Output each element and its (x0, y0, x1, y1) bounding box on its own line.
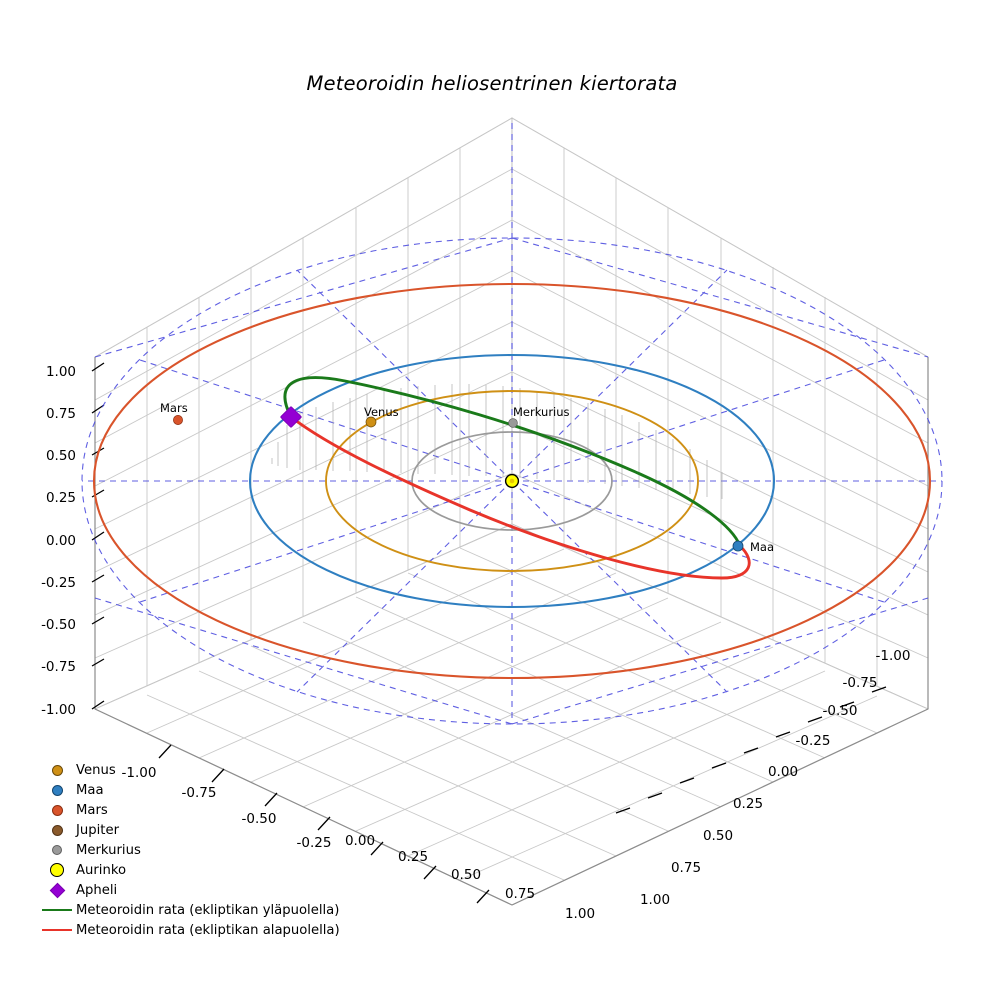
z-tick: 0.00 (46, 533, 76, 549)
legend-item-merkurius[interactable]: Merkurius (38, 840, 358, 860)
orbit-maa (248, 353, 776, 609)
maa-marker-icon (38, 780, 76, 800)
marker-mars (173, 415, 183, 425)
legend-label: Merkurius (76, 842, 141, 858)
merkurius-marker-icon (38, 840, 76, 860)
z-tick: -0.25 (41, 575, 76, 591)
legend-item-venus[interactable]: Venus (38, 760, 358, 780)
z-tick: 0.75 (46, 406, 76, 422)
y-tick: 0.00 (768, 764, 798, 780)
meteoroid-path-below (289, 415, 751, 580)
x-tick: -1.00 (122, 765, 157, 781)
legend-label: Maa (76, 782, 104, 798)
legend-label: Apheli (76, 882, 118, 898)
y-tick: 0.25 (733, 796, 763, 812)
legend-item-meteoroid-below[interactable]: Meteoroidin rata (ekliptikan alapuolella… (38, 920, 358, 940)
marker-aurinko-core (509, 478, 515, 484)
z-tick: 0.50 (46, 448, 76, 464)
y-tick: 1.00 (640, 892, 670, 908)
z-tick: -0.75 (41, 659, 76, 675)
x-tick: -0.75 (182, 785, 217, 801)
legend-label: Meteoroidin rata (ekliptikan alapuolella… (76, 922, 340, 938)
planet-orbits (92, 282, 932, 680)
x-tick: 1.00 (565, 906, 595, 922)
x-tick: 0.50 (451, 867, 481, 883)
label-merkurius: Merkurius (513, 405, 570, 419)
legend-item-mars[interactable]: Mars (38, 800, 358, 820)
axis-spines (94, 357, 929, 906)
tick-marks (91, 362, 887, 904)
aurinko-marker-icon (38, 860, 76, 880)
marker-merkurius (508, 418, 518, 428)
x-tick: 0.00 (345, 833, 375, 849)
y-axis-tick-labels: -1.00 -0.75 -0.50 -0.25 0.00 0.25 0.50 0… (640, 648, 911, 908)
legend-label: Mars (76, 802, 108, 818)
x-axis-tick-labels: -1.00 -0.75 -0.50 -0.25 0.00 0.25 0.50 0… (122, 765, 596, 922)
mars-marker-icon (38, 800, 76, 820)
jupiter-marker-icon (38, 820, 76, 840)
legend-label: Jupiter (76, 822, 119, 838)
legend-item-meteoroid-above[interactable]: Meteoroidin rata (ekliptikan yläpuolella… (38, 900, 358, 920)
x-tick: -0.25 (297, 835, 332, 851)
legend-label: Meteoroidin rata (ekliptikan yläpuolella… (76, 902, 340, 918)
z-axis-tick-labels: 1.00 0.75 0.50 0.25 0.00 -0.25 -0.50 -0.… (41, 364, 76, 718)
legend-item-apheli[interactable]: Apheli (38, 880, 358, 900)
z-tick: -1.00 (41, 702, 76, 718)
z-tick: 0.25 (46, 490, 76, 506)
label-mars: Mars (160, 401, 188, 415)
body-markers (173, 406, 744, 552)
page-title: Meteoroidin heliosentrinen kiertorata (306, 72, 678, 95)
apheli-marker-icon (38, 880, 76, 900)
orbit-venus (325, 390, 699, 572)
y-tick: -0.25 (796, 733, 831, 749)
legend-item-aurinko[interactable]: Aurinko (38, 860, 358, 880)
legend-item-maa[interactable]: Maa (38, 780, 358, 800)
legend-label: Venus (76, 762, 116, 778)
y-tick: 0.50 (703, 828, 733, 844)
z-tick: -0.50 (41, 617, 76, 633)
legend-label: Aurinko (76, 862, 127, 878)
legend: Venus Maa Mars Jupiter Merkurius (38, 760, 358, 940)
x-tick: -0.50 (242, 811, 277, 827)
orbit-merkurius (411, 431, 613, 531)
label-maa: Maa (750, 540, 774, 554)
x-tick: 0.75 (505, 886, 535, 902)
legend-item-jupiter[interactable]: Jupiter (38, 820, 358, 840)
orbit-mars (92, 282, 932, 680)
marker-maa (732, 540, 744, 552)
z-tick: 1.00 (46, 364, 76, 380)
marker-venus (365, 416, 377, 428)
y-tick: -0.50 (823, 703, 858, 719)
venus-marker-icon (38, 760, 76, 780)
x-tick: 0.25 (398, 849, 428, 865)
green-line-icon (38, 900, 76, 920)
marker-apheli (280, 406, 302, 428)
label-venus: Venus (364, 405, 399, 419)
meteoroid-path-above (283, 376, 742, 548)
y-tick: -0.75 (843, 675, 878, 691)
y-tick: -1.00 (876, 648, 911, 664)
red-line-icon (38, 920, 76, 940)
meteoroid-trajectory (283, 376, 751, 580)
y-tick: 0.75 (671, 860, 701, 876)
plot-body-labels: Mars Venus Merkurius Maa (160, 401, 774, 554)
